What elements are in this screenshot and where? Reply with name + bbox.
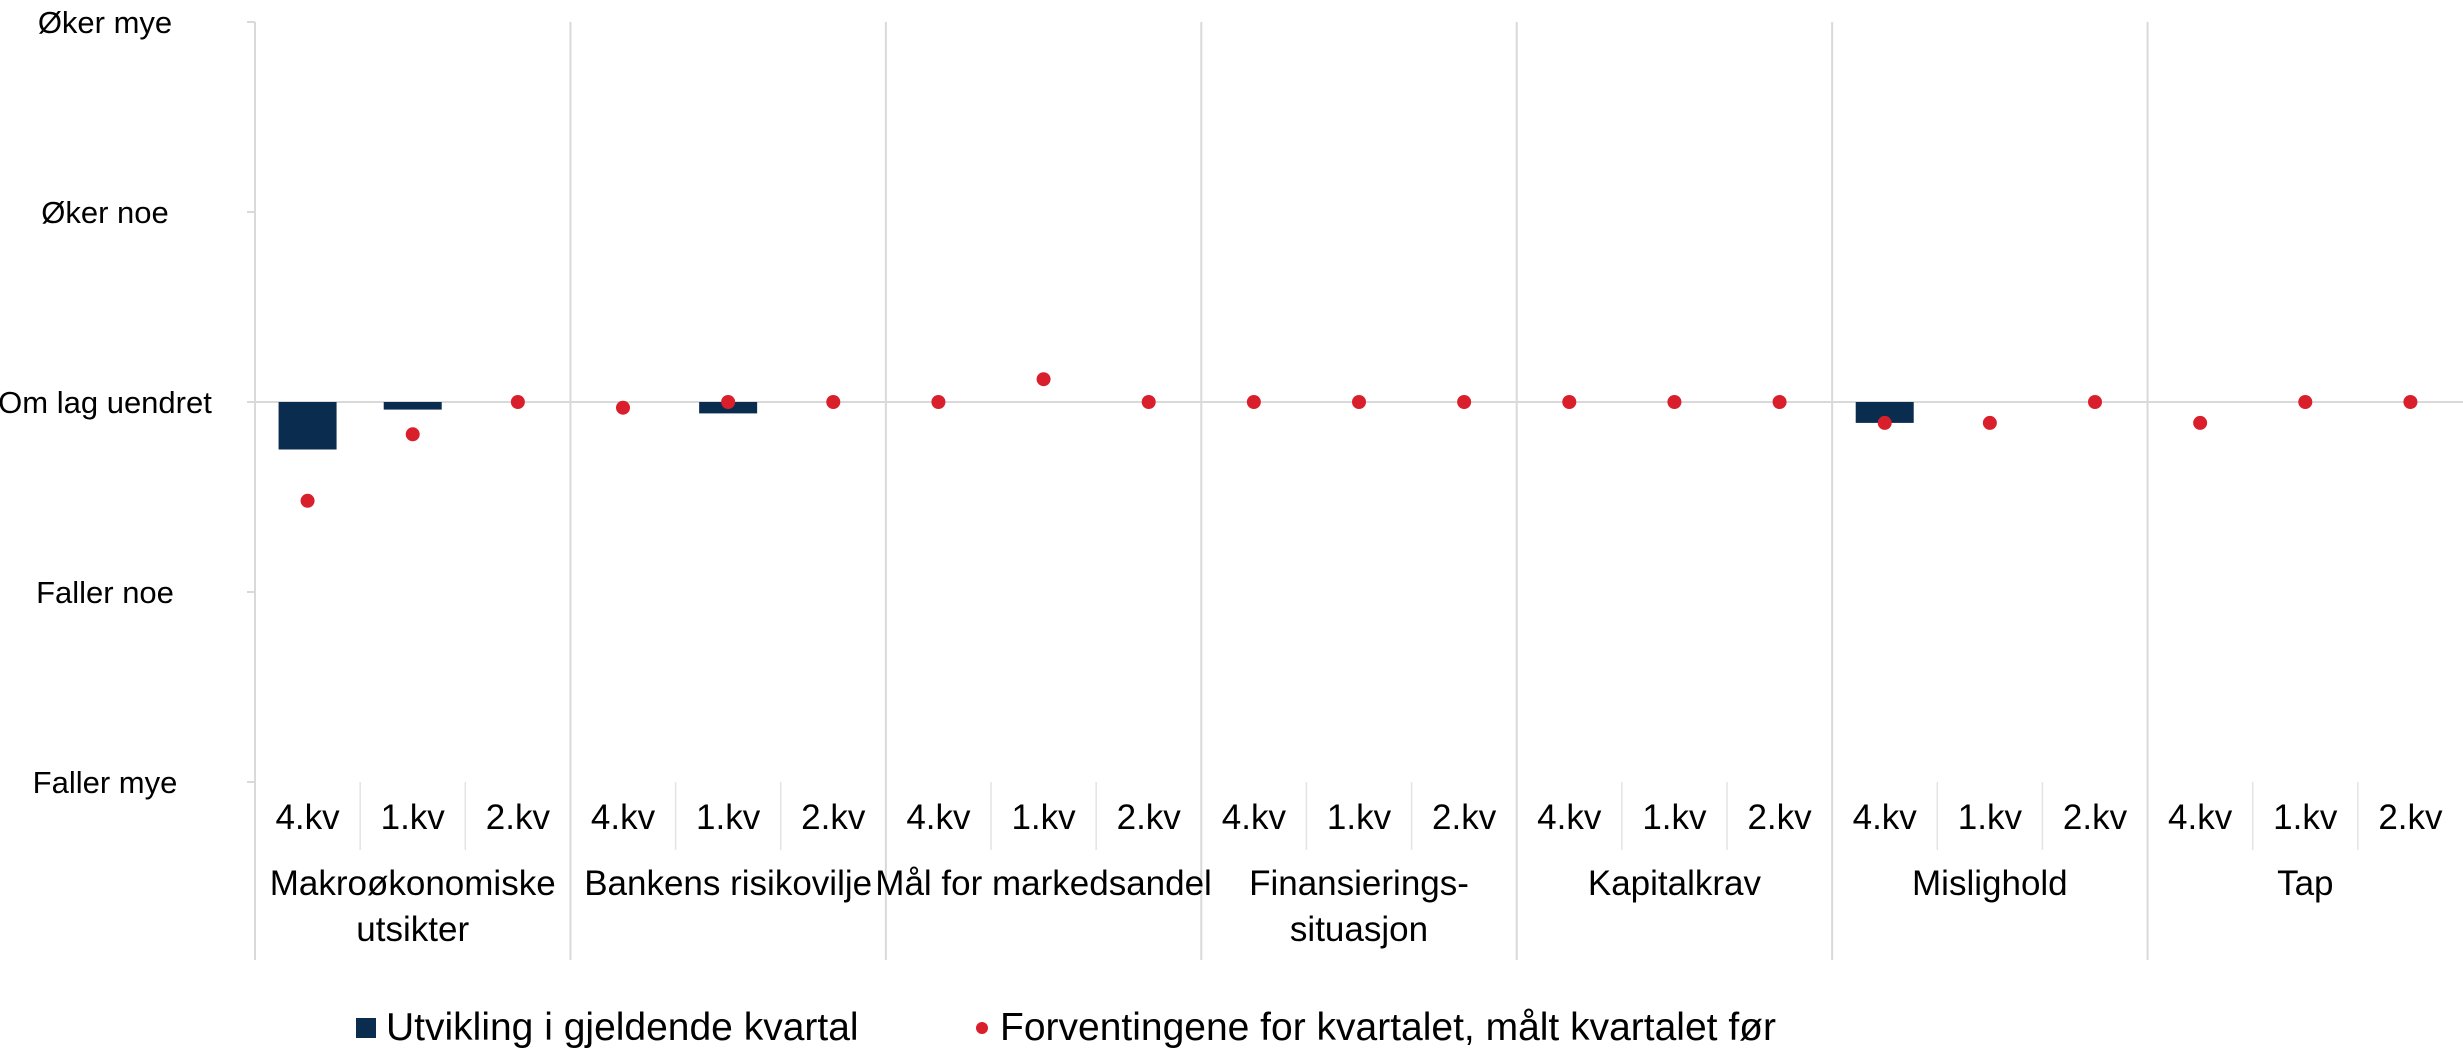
group-label: Tap	[2277, 864, 2333, 903]
y-tick-label: Faller noe	[36, 575, 174, 610]
y-axis: Øker mye Øker noe Om lag uendret Faller noe…	[0, 5, 255, 800]
point	[1772, 395, 1787, 409]
y-tick-label: Om lag uendret	[0, 385, 212, 420]
category-label: 1.kv	[696, 798, 761, 837]
category-label: 4.kv	[591, 798, 656, 837]
category-label: 4.kv	[906, 798, 971, 837]
point	[616, 400, 630, 415]
legend-item-points: Forventingene for kvartalet, målt kvarta…	[976, 1006, 1776, 1050]
category-label: 1.kv	[381, 798, 446, 837]
category-label: 2.kv	[2378, 798, 2443, 837]
x-axis: 4.kv 1.kv 2.kv Makroøkonomiske utsikter 4.kv 1…	[270, 798, 2443, 949]
y-tick-label: Faller mye	[33, 765, 178, 800]
category-label: 2.kv	[1747, 798, 1812, 837]
point	[2403, 395, 2418, 409]
point	[405, 427, 420, 442]
point	[826, 395, 841, 409]
category-label: 4.kv	[2168, 798, 2233, 837]
category-label: 2.kv	[1117, 798, 1182, 837]
point	[1982, 415, 1997, 430]
group-label: Finansierings-situasjon	[1249, 864, 1469, 949]
group-label: Mislighold	[1912, 864, 2068, 903]
category-label: 2.kv	[801, 798, 866, 837]
point	[1246, 395, 1261, 409]
point	[1141, 395, 1156, 409]
category-label: 4.kv	[1853, 798, 1918, 837]
point	[1877, 415, 1892, 430]
category-label: 1.kv	[2273, 798, 2338, 837]
legend-label-bars: Utvikling i gjeldende kvartal	[386, 1006, 859, 1049]
point	[510, 395, 525, 409]
point	[1352, 395, 1366, 409]
category-label: 2.kv	[2063, 798, 2128, 837]
legend-bar-swatch	[356, 1018, 376, 1038]
legend-point-swatch	[976, 1022, 988, 1034]
bar	[1855, 402, 1914, 423]
category-label: 2.kv	[1432, 798, 1497, 837]
point	[300, 493, 315, 508]
category-label: 2.kv	[486, 798, 551, 837]
legend-label-points: Forventingene for kvartalet, målt kvarta…	[1000, 1006, 1776, 1049]
bar-series	[278, 402, 1914, 450]
category-label: 4.kv	[1222, 798, 1287, 837]
y-tick-label: Øker mye	[38, 5, 172, 40]
point	[2298, 395, 2313, 409]
point	[1562, 395, 1577, 409]
point	[1457, 395, 1472, 409]
group-label: Kapitalkrav	[1588, 864, 1762, 903]
point	[2193, 415, 2208, 430]
category-label: 1.kv	[1327, 798, 1392, 837]
group-label: Bankens risikovilje	[584, 864, 872, 903]
point	[1036, 372, 1051, 387]
point	[931, 395, 946, 409]
group-label: Makroøkonomiske utsikter	[270, 864, 556, 949]
legend-item-bars: Utvikling i gjeldende kvartal	[356, 1006, 859, 1050]
point	[2088, 395, 2102, 409]
category-label: 4.kv	[1537, 798, 1602, 837]
bar	[278, 402, 337, 450]
group-label: Mål for markedsandel	[875, 864, 1212, 903]
point-series	[300, 372, 2418, 508]
category-label: 4.kv	[275, 798, 340, 837]
bar	[383, 402, 442, 410]
category-label: 1.kv	[1642, 798, 1707, 837]
y-tick-label: Øker noe	[41, 195, 169, 230]
point	[721, 395, 736, 409]
point	[1667, 395, 1682, 409]
category-label: 1.kv	[1958, 798, 2023, 837]
category-label: 1.kv	[1011, 798, 1076, 837]
